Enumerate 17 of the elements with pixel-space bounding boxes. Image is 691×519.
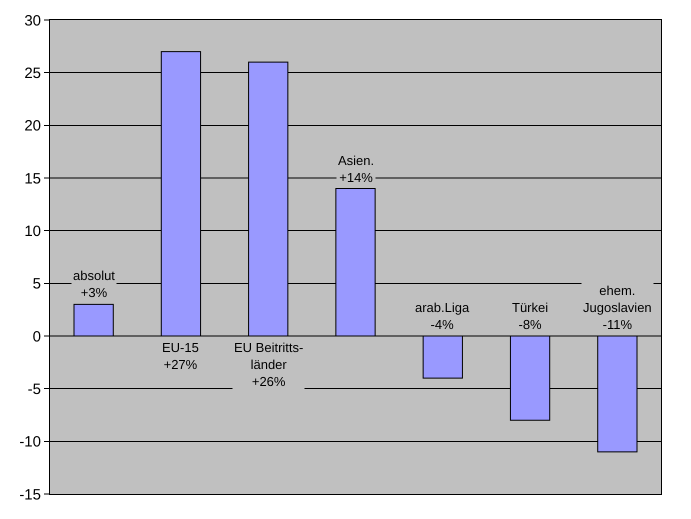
y-tick-label: -15 bbox=[19, 486, 41, 504]
data-label: Asien. +14% bbox=[338, 153, 374, 185]
data-label: EU-15 +27% bbox=[162, 340, 199, 372]
y-tick-label: 30 bbox=[24, 12, 41, 30]
data-label: Türkei -8% bbox=[512, 300, 548, 332]
data-label: EU Beitritts- länder +26% bbox=[234, 340, 304, 389]
y-tick-label: 20 bbox=[24, 118, 41, 135]
y-tick-label: -10 bbox=[19, 434, 41, 451]
data-label: ehem. Jugoslavien -11% bbox=[583, 283, 652, 332]
y-tick-label: 5 bbox=[32, 276, 41, 293]
y-tick-label: 10 bbox=[24, 222, 41, 240]
y-tick-label: 0 bbox=[32, 328, 41, 346]
data-label: arab.Liga -4% bbox=[415, 300, 470, 332]
y-tick-label: 25 bbox=[24, 64, 41, 82]
data-label: absolut +3% bbox=[73, 268, 116, 300]
y-tick-label: -5 bbox=[28, 380, 41, 398]
y-tick-label: 15 bbox=[24, 170, 41, 188]
